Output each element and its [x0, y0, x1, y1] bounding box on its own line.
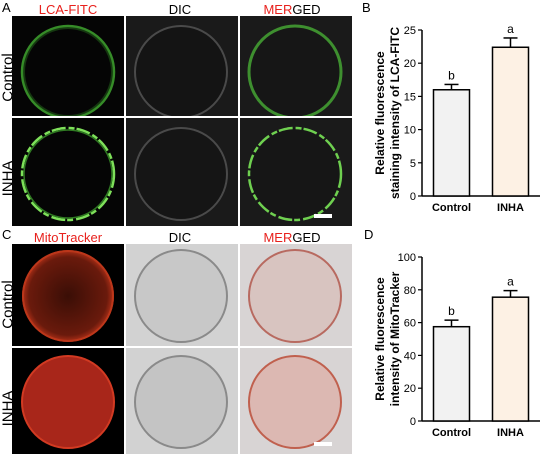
significance-label: a	[507, 22, 514, 36]
dic-cell-outline	[134, 25, 228, 116]
col-title-dic-c: DIC	[124, 230, 236, 245]
col-title-suffix: GED	[292, 2, 321, 17]
category-label: Control	[432, 427, 471, 439]
col-title-lca-fitc: LCA-FITC	[12, 2, 124, 17]
y-tick-label: 100	[398, 252, 416, 264]
micrograph-merged-inha-a	[240, 118, 352, 226]
y-tick-label: 20	[404, 383, 416, 395]
micrograph-merged-inha-c	[240, 348, 352, 454]
y-tick-label: 80	[404, 285, 416, 297]
merged-cell-pink	[248, 249, 342, 343]
bar	[432, 325, 471, 422]
col-title-red: MER	[263, 2, 293, 17]
col-title-red: MitoTracker	[33, 230, 103, 245]
scale-bar	[314, 214, 332, 218]
y-tick-label: 0	[410, 416, 416, 428]
bar-chart-mitotracker: 0 20 40 60 80 100 b Control a INHA Relative fluore…	[373, 252, 540, 439]
y-tick-label: 20	[404, 58, 416, 70]
col-title-prefix: DIC	[168, 2, 192, 17]
col-title-merged-a: MERGED	[236, 2, 348, 17]
significance-label: b	[448, 304, 455, 318]
micrograph-dic-inha-a	[126, 118, 238, 226]
category-label: Control	[432, 202, 471, 214]
col-title-red: MER	[263, 230, 293, 245]
green-membrane-ring	[20, 24, 116, 116]
col-title-dic-a: DIC	[124, 2, 236, 17]
dic-cell-outline	[134, 355, 228, 449]
y-axis-label: Relative fluorescenceintensity of MitoTr…	[373, 271, 402, 406]
micrograph-dic-control-c	[126, 244, 238, 346]
scale-bar	[314, 442, 332, 446]
dic-cell-outline	[134, 249, 228, 343]
col-title-merged-c: MERGED	[236, 230, 348, 245]
panel-letter-a: A	[2, 0, 11, 15]
panel-letter-d: D	[364, 227, 374, 242]
micrograph-lca-fitc-inha	[12, 118, 124, 226]
bar-chart-lca-fitc: 0 5 10 15 20 25 b Control a INHA Relative fluoresc…	[373, 22, 540, 214]
bar	[491, 46, 530, 197]
col-title-red: LCA-FITC	[38, 2, 98, 17]
red-mito-signal	[22, 250, 114, 342]
micrograph-mitotracker-inha	[12, 348, 124, 454]
significance-label: b	[448, 68, 455, 82]
merged-cell-pink	[248, 355, 342, 449]
y-tick-label: 15	[404, 91, 416, 103]
category-label: INHA	[497, 427, 524, 439]
micrograph-mitotracker-control	[12, 244, 124, 346]
col-title-suffix: GED	[292, 230, 321, 245]
micrograph-dic-inha-c	[126, 348, 238, 454]
category-label: INHA	[497, 202, 524, 214]
micrograph-merged-control-a	[240, 16, 352, 116]
significance-label: a	[507, 275, 514, 289]
panel-letter-c: C	[2, 227, 12, 242]
green-membrane-ring-bright	[20, 126, 116, 222]
y-tick-label: 10	[404, 125, 416, 137]
y-tick-label: 60	[404, 318, 416, 330]
panel-letter-b: B	[362, 0, 371, 15]
dic-cell-outline	[134, 127, 228, 221]
merged-cell-ring	[247, 24, 343, 116]
red-mito-signal-bright	[21, 355, 115, 449]
y-tick-label: 40	[404, 350, 416, 362]
y-tick-label: 0	[410, 191, 416, 203]
y-tick-label: 25	[404, 25, 416, 37]
col-title-mitotracker: MitoTracker	[12, 230, 124, 245]
micrograph-merged-control-c	[240, 244, 352, 346]
micrograph-lca-fitc-control	[12, 16, 124, 116]
bar	[432, 89, 471, 197]
y-axis-label: Relative fluorescencestaining intensity …	[373, 27, 402, 199]
merged-cell-ring-bright	[247, 126, 343, 222]
micrograph-dic-control-a	[126, 16, 238, 116]
y-tick-label: 5	[410, 158, 416, 170]
bar	[491, 296, 530, 422]
col-title-prefix: DIC	[168, 230, 192, 245]
